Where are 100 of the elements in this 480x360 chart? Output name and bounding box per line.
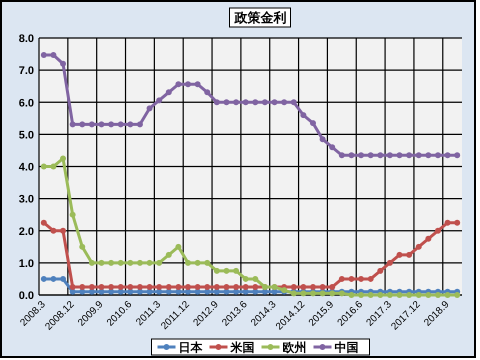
point (108, 284, 114, 290)
point (444, 152, 451, 158)
point (214, 284, 220, 290)
y-tick-label: 6.0 (18, 97, 34, 110)
point (242, 276, 249, 282)
point (358, 152, 364, 158)
point (386, 260, 393, 266)
point (310, 120, 316, 126)
point (338, 276, 345, 282)
point (214, 99, 220, 106)
point (300, 112, 306, 118)
point (454, 152, 460, 158)
point (348, 152, 354, 158)
point (242, 284, 249, 290)
point (320, 136, 326, 142)
y-tick-label: 5.0 (18, 129, 34, 142)
point (233, 268, 240, 274)
point (108, 121, 114, 128)
point (454, 220, 460, 226)
point (444, 292, 451, 298)
point (194, 81, 201, 88)
point (204, 89, 210, 96)
point (252, 284, 258, 290)
point (425, 236, 432, 242)
point (214, 268, 220, 274)
point (175, 284, 182, 290)
point (88, 284, 95, 290)
point (70, 121, 76, 128)
point (146, 260, 153, 266)
point (118, 260, 124, 266)
point (416, 292, 422, 298)
legend-label: 米国 (230, 340, 254, 354)
y-tick-label: 1.0 (18, 258, 34, 270)
point (118, 284, 124, 290)
chart-title: 政策金利 (234, 10, 286, 25)
point (60, 60, 66, 67)
point (40, 276, 47, 282)
point (290, 99, 297, 106)
point (223, 268, 230, 274)
point (320, 284, 326, 290)
point (434, 228, 441, 234)
legend-label: 中国 (334, 340, 358, 354)
point (50, 276, 56, 282)
point (348, 292, 354, 298)
point (233, 99, 240, 106)
point (406, 292, 412, 298)
point (79, 244, 86, 250)
point (70, 284, 76, 290)
point (290, 284, 297, 290)
point (406, 252, 412, 258)
point (242, 99, 249, 106)
point (79, 121, 86, 128)
point (88, 260, 95, 266)
point (108, 260, 114, 266)
point (40, 164, 47, 170)
point (50, 52, 56, 58)
point (166, 284, 172, 290)
point (416, 244, 422, 250)
point (329, 284, 336, 290)
point (156, 284, 162, 290)
point (377, 152, 384, 158)
point (127, 284, 134, 290)
point (204, 260, 210, 266)
point (40, 52, 47, 58)
point (338, 152, 345, 158)
point (50, 228, 56, 234)
point (60, 228, 66, 234)
point (156, 97, 162, 104)
point (127, 260, 134, 266)
y-tick-label: 8.0 (18, 33, 34, 45)
point (252, 276, 258, 282)
point (406, 152, 412, 158)
point (272, 99, 278, 106)
point (434, 152, 441, 158)
point (79, 284, 86, 290)
point (204, 284, 210, 290)
point (175, 81, 182, 88)
point (40, 220, 47, 226)
point (194, 284, 201, 290)
point (454, 292, 460, 298)
point (444, 220, 451, 226)
point (368, 292, 374, 298)
point (396, 152, 403, 158)
point (425, 292, 432, 298)
point (88, 121, 95, 128)
point (300, 284, 306, 290)
point (386, 152, 393, 158)
point (377, 292, 384, 298)
y-tick-label: 7.0 (18, 65, 34, 78)
point (146, 105, 153, 112)
point (416, 152, 422, 158)
point (368, 152, 374, 158)
point (98, 260, 104, 266)
y-tick-label: 3.0 (18, 194, 34, 206)
point (156, 260, 162, 266)
point (252, 99, 258, 106)
y-tick-label: 4.0 (18, 162, 34, 174)
point (223, 99, 230, 106)
point (60, 276, 66, 282)
point (127, 121, 134, 128)
